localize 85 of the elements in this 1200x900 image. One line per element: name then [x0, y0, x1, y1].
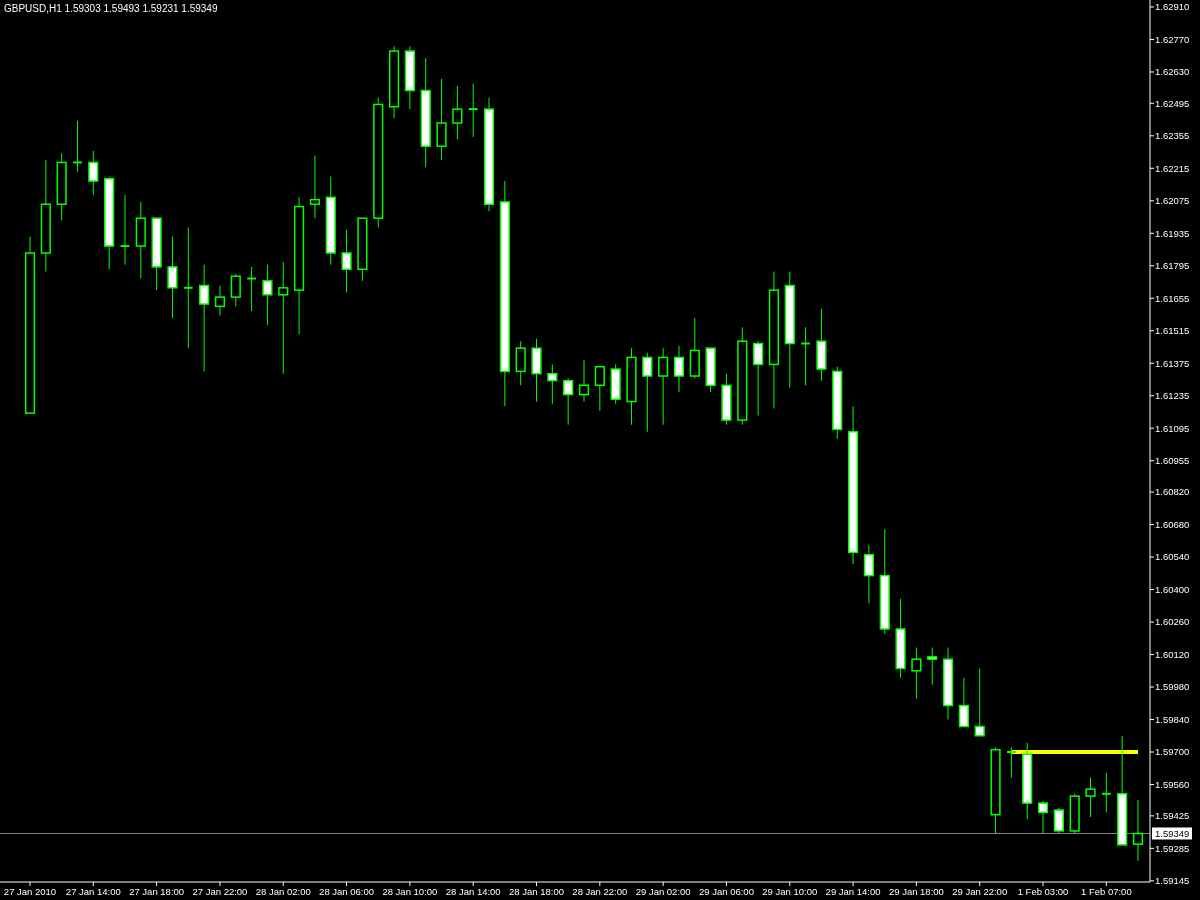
ref-line-label: 1.59349	[1155, 827, 1190, 839]
x-tick-label: 29 Jan 22:00	[952, 886, 1008, 897]
x-tick-label: 28 Jan 10:00	[382, 886, 438, 897]
y-tick-label: 1.60820	[1155, 486, 1190, 498]
candlestick	[800, 326, 811, 386]
y-tick-label: 1.59560	[1155, 778, 1190, 790]
candlestick	[1085, 777, 1096, 818]
y-tick-label: 1.62770	[1155, 33, 1190, 45]
y-tick-label: 1.59425	[1155, 810, 1190, 822]
y-tick-label: 1.61515	[1155, 325, 1190, 337]
candlestick	[563, 377, 574, 426]
candlestick	[594, 365, 605, 412]
y-tick-label: 1.60400	[1155, 583, 1190, 595]
candlestick	[927, 647, 938, 686]
x-tick-label: 28 Jan 06:00	[319, 886, 375, 897]
x-tick-label: 29 Jan 06:00	[698, 886, 754, 897]
candlestick	[1100, 772, 1112, 813]
x-tick-label: 27 Jan 18:00	[129, 886, 185, 897]
y-tick-label: 1.60955	[1155, 455, 1190, 467]
y-tick-label: 1.61095	[1155, 422, 1190, 434]
chart-title: GBPUSD,H1 1.59303 1.59493 1.59231 1.59349	[4, 3, 218, 14]
x-tick-label: 28 Jan 22:00	[572, 886, 628, 897]
candlestick	[119, 194, 131, 266]
x-tick-label: 27 Jan 14:00	[65, 886, 121, 897]
y-tick-label: 1.60680	[1155, 518, 1190, 530]
candlestick	[278, 261, 289, 375]
x-tick-label: 28 Jan 14:00	[445, 886, 501, 897]
x-tick-label: 29 Jan 14:00	[825, 886, 881, 897]
y-tick-label: 1.62630	[1155, 66, 1190, 78]
y-tick-label: 1.60260	[1155, 616, 1190, 628]
candlestick	[673, 345, 685, 393]
y-tick-label: 1.59285	[1155, 842, 1190, 854]
y-tick-label: 1.62355	[1155, 130, 1190, 142]
candlestick	[230, 273, 241, 307]
candlestick	[436, 78, 447, 161]
y-tick-label: 1.59700	[1155, 746, 1190, 758]
candlestick	[1132, 799, 1144, 862]
candlestick	[199, 264, 210, 372]
candlestick	[578, 359, 590, 403]
candlestick	[72, 120, 83, 173]
candlestick	[658, 347, 669, 426]
y-tick-label: 1.60120	[1155, 648, 1190, 660]
y-tick-label: 1.59840	[1155, 713, 1190, 725]
x-tick-label: 29 Jan 02:00	[635, 886, 691, 897]
x-tick-label: 27 Jan 2010	[3, 886, 57, 897]
x-tick-label: 1 Feb 07:00	[1080, 886, 1132, 897]
candlestick	[88, 150, 99, 196]
y-tick-label: 1.61935	[1155, 227, 1190, 239]
y-tick-label: 1.61375	[1155, 357, 1190, 369]
y-tick-label: 1.59980	[1155, 681, 1190, 693]
candlestick	[341, 229, 352, 293]
y-tick-label: 1.62215	[1155, 162, 1190, 174]
candlestick	[547, 363, 558, 405]
candlestick	[182, 226, 194, 349]
candlestick	[863, 544, 875, 604]
candlestick	[642, 352, 653, 433]
candlestick	[958, 677, 969, 728]
x-tick-label: 27 Jan 22:00	[192, 886, 248, 897]
x-tick-label: 29 Jan 18:00	[888, 886, 944, 897]
y-tick-label: 1.62910	[1155, 1, 1190, 13]
y-tick-label: 1.62075	[1155, 195, 1190, 207]
candlestick	[974, 667, 985, 737]
candlestick	[753, 340, 764, 416]
candlestick	[911, 647, 922, 700]
candlestick	[1037, 800, 1049, 834]
candlestick	[467, 83, 479, 138]
candlestick	[246, 266, 257, 312]
x-tick-label: 1 Feb 03:00	[1017, 886, 1069, 897]
x-tick-label: 28 Jan 02:00	[255, 886, 311, 897]
y-tick-label: 1.61655	[1155, 292, 1190, 304]
y-tick-label: 1.60540	[1155, 551, 1190, 563]
x-tick-label: 28 Jan 18:00	[509, 886, 564, 897]
y-tick-label: 1.59145	[1155, 875, 1190, 887]
candlestick	[167, 236, 178, 319]
candlestick	[1006, 746, 1017, 779]
candlestick	[515, 340, 526, 386]
y-tick-label: 1.62495	[1155, 97, 1190, 109]
x-tick-label: 29 Jan 10:00	[762, 886, 818, 897]
candlestick	[309, 155, 321, 219]
candlestick	[214, 284, 226, 317]
y-tick-label: 1.61235	[1155, 390, 1190, 402]
y-tick-label: 1.61795	[1155, 260, 1190, 272]
candlestick	[1053, 807, 1064, 834]
candlestick	[452, 85, 463, 140]
candlestick	[262, 264, 273, 326]
